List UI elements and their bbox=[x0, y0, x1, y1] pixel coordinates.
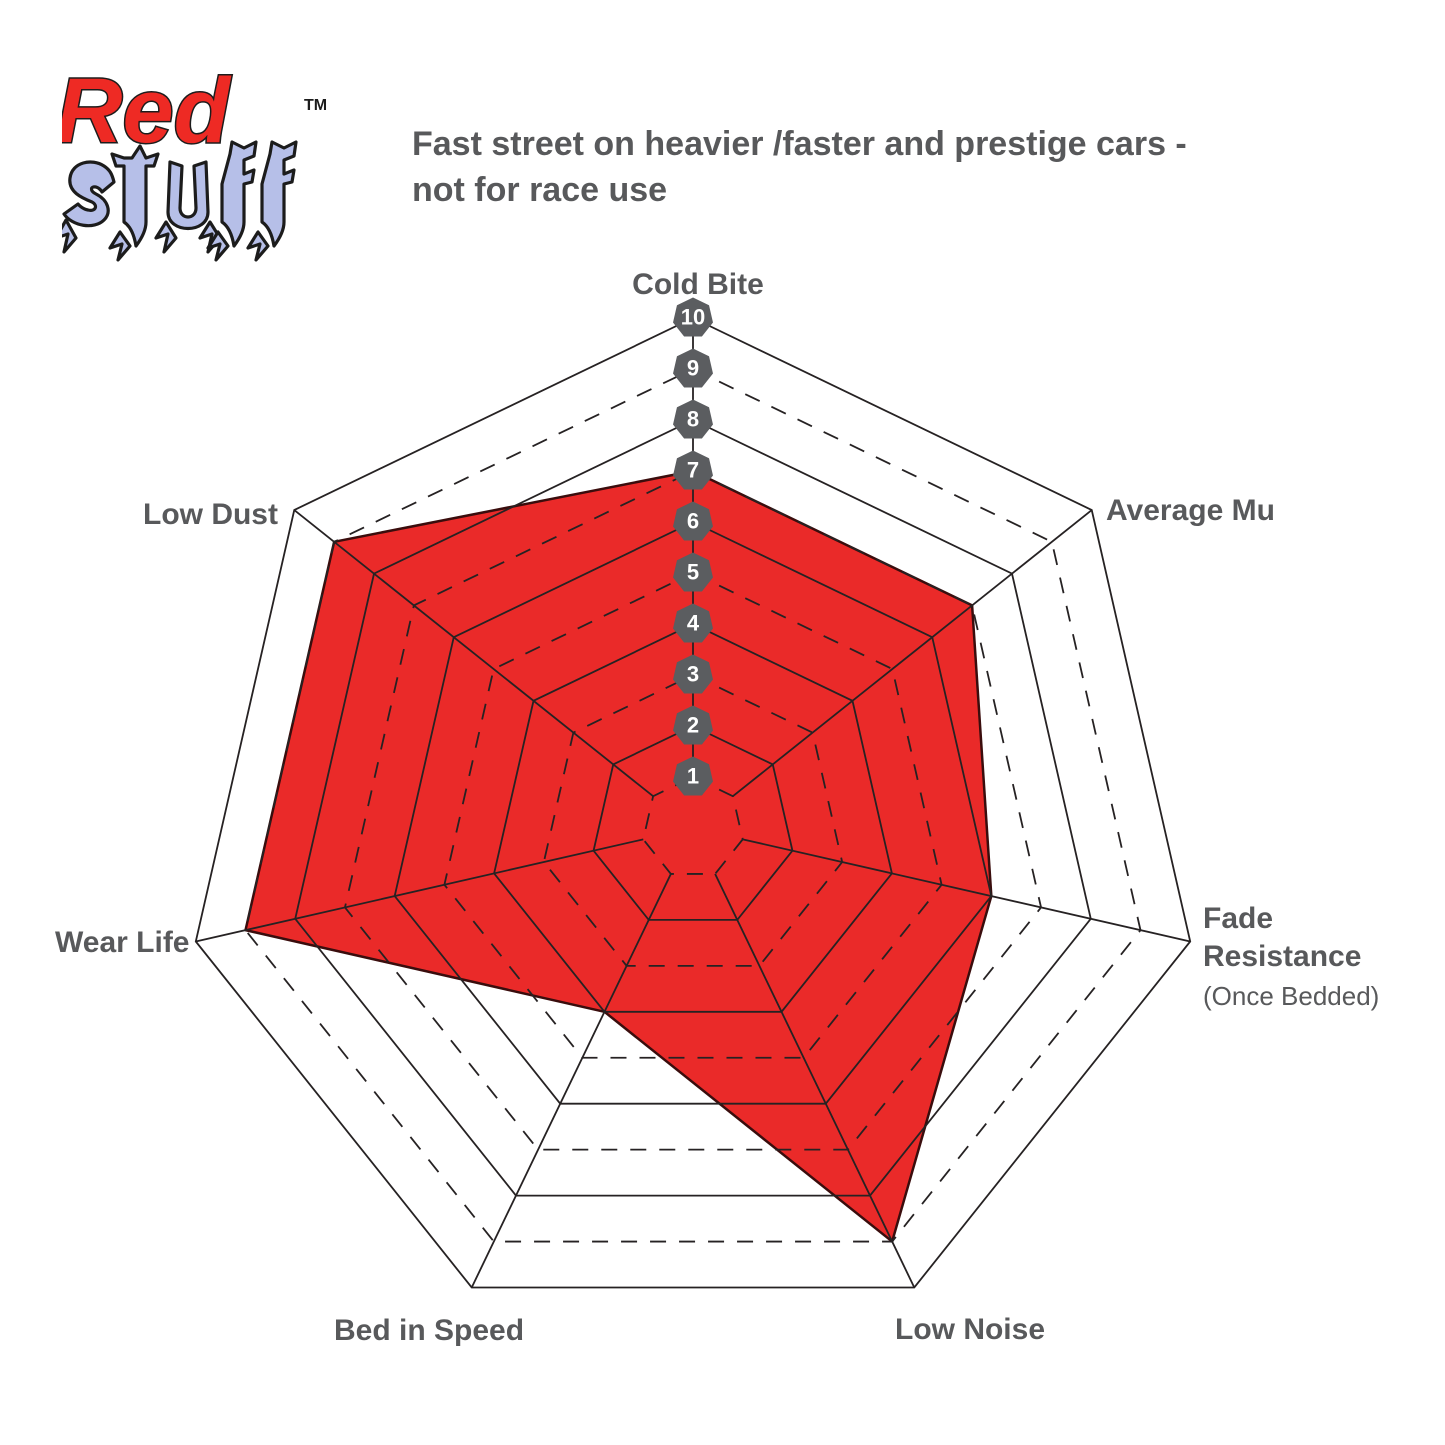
svg-text:Wear Life: Wear Life bbox=[55, 926, 190, 959]
svg-text:Average Mu: Average Mu bbox=[1106, 494, 1275, 527]
svg-text:10: 10 bbox=[681, 305, 705, 330]
svg-text:4: 4 bbox=[687, 611, 700, 636]
svg-text:9: 9 bbox=[687, 356, 699, 381]
svg-text:Cold Bite: Cold Bite bbox=[632, 268, 764, 301]
svg-text:Low Noise: Low Noise bbox=[895, 1313, 1045, 1346]
svg-text:7: 7 bbox=[687, 458, 699, 483]
svg-text:8: 8 bbox=[687, 407, 699, 432]
svg-text:Resistance: Resistance bbox=[1203, 940, 1361, 973]
svg-text:3: 3 bbox=[687, 662, 699, 687]
svg-text:Fade: Fade bbox=[1203, 902, 1273, 935]
svg-text:(Once Bedded): (Once Bedded) bbox=[1203, 981, 1379, 1011]
svg-text:6: 6 bbox=[687, 509, 699, 534]
svg-text:1: 1 bbox=[687, 764, 699, 789]
svg-text:Low Dust: Low Dust bbox=[143, 498, 278, 531]
svg-text:Bed in Speed: Bed in Speed bbox=[334, 1314, 524, 1347]
svg-text:2: 2 bbox=[687, 713, 699, 738]
svg-text:5: 5 bbox=[687, 560, 699, 585]
